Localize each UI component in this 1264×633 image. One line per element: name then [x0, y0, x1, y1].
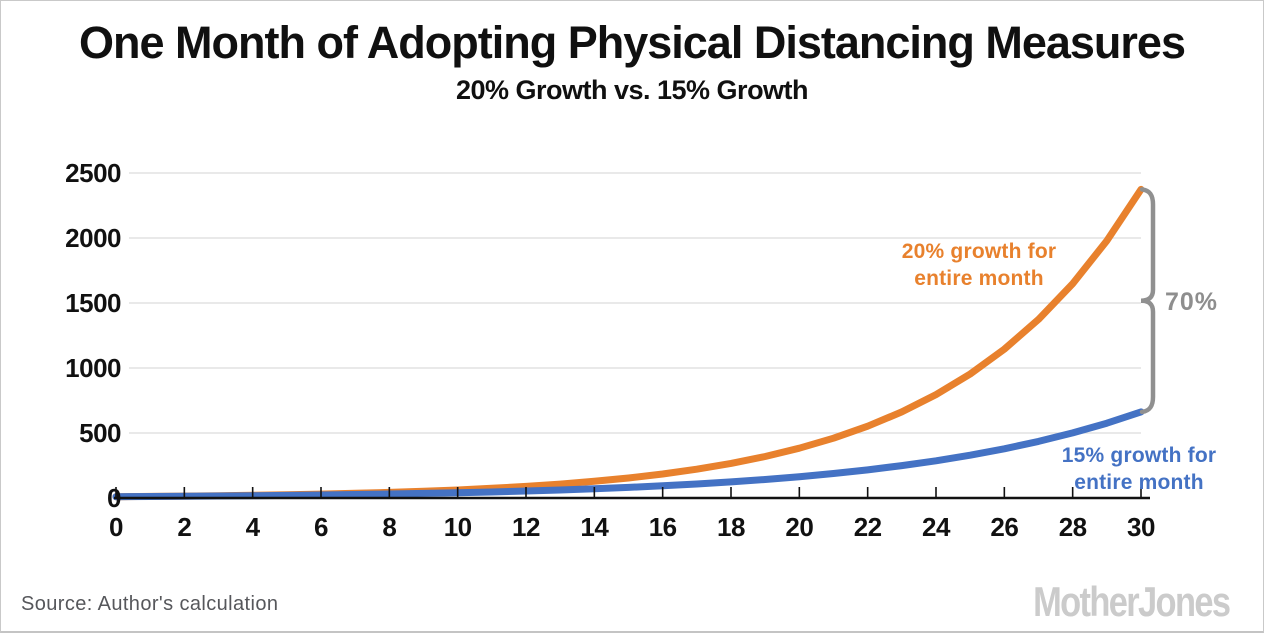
- mother-jones-logo: MotherJones: [1032, 578, 1231, 625]
- chart-subtitle: 20% Growth vs. 15% Growth: [455, 75, 809, 105]
- x-axis-label-12: 12: [512, 512, 540, 542]
- x-axis-label-10: 10: [443, 512, 472, 542]
- series-label-15pct-line2: entire month: [1074, 471, 1204, 494]
- series-label-20pct: 20% growth for entire month: [829, 238, 1129, 292]
- x-axis-label-22: 22: [853, 512, 882, 542]
- x-axis-label-20: 20: [785, 512, 814, 542]
- series-label-20pct-line1: 20% growth for: [901, 240, 1057, 263]
- x-axis-label-14: 14: [580, 512, 609, 542]
- y-axis-label-500: 500: [79, 418, 121, 448]
- x-axis-label-28: 28: [1058, 512, 1087, 542]
- y-axis-label-0: 0: [107, 483, 121, 513]
- x-axis-label-26: 26: [990, 512, 1019, 542]
- series-line-15pct: [112, 408, 1145, 501]
- y-axis-label-1500: 1500: [65, 288, 121, 318]
- x-axis-label-16: 16: [648, 512, 677, 542]
- x-axis-label-4: 4: [245, 512, 260, 542]
- x-axis-label-0: 0: [109, 512, 123, 542]
- x-axis-label-8: 8: [382, 512, 397, 542]
- source-note: Source: Author's calculation: [21, 593, 279, 615]
- series-label-20pct-line2: entire month: [914, 267, 1044, 290]
- series-label-15pct-line1: 15% growth for: [1061, 444, 1217, 467]
- x-axis-label-18: 18: [717, 512, 745, 542]
- y-axis-label-2500: 2500: [65, 158, 121, 188]
- x-axis-label-30: 30: [1127, 512, 1155, 542]
- x-axis-label-24: 24: [922, 512, 950, 542]
- chart-title: One Month of Adopting Physical Distancin…: [79, 17, 1186, 68]
- series-label-15pct: 15% growth for entire month: [1019, 442, 1259, 496]
- difference-brace: [1139, 187, 1156, 415]
- difference-percent-label: 70%: [1165, 288, 1219, 316]
- y-axis-label-1000: 1000: [65, 353, 121, 383]
- x-axis-label-2: 2: [177, 512, 192, 542]
- y-axis-label-2000: 2000: [65, 223, 121, 253]
- x-axis-label-6: 6: [314, 512, 328, 542]
